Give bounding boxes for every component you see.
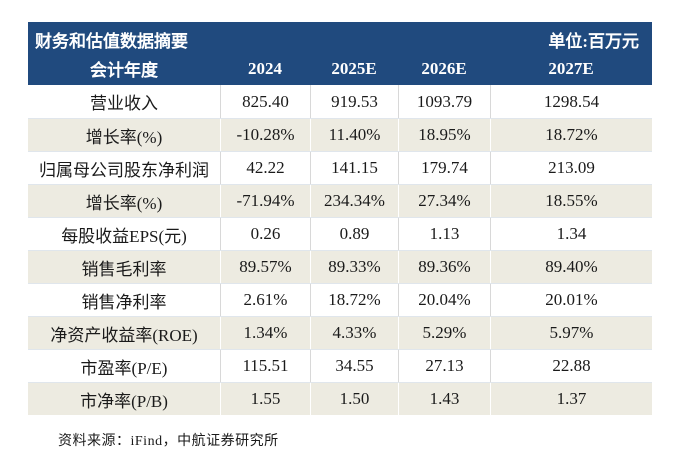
cell-value: 234.34% <box>310 185 398 217</box>
cell-value: 1.34 <box>490 218 652 250</box>
cell-value: 1.43 <box>398 383 490 415</box>
cell-value: 34.55 <box>310 350 398 382</box>
cell-value: 179.74 <box>398 152 490 184</box>
unit-label: 单位:百万元 <box>548 31 639 51</box>
cell-value: 1.37 <box>490 383 652 415</box>
row-label: 增长率(%) <box>85 193 163 213</box>
cell-value: 89.40% <box>490 251 652 283</box>
table-row-net-margin: 销售净利率 2.61% 18.72% 20.04% 20.01% <box>28 283 652 316</box>
cell-value: 1093.79 <box>398 85 490 118</box>
cell-value: 1.50 <box>310 383 398 415</box>
table-row-roe: 净资产收益率(ROE) 1.34% 4.33% 5.29% 5.97% <box>28 316 652 349</box>
cell-value: 27.13 <box>398 350 490 382</box>
row-label: 市净率(P/B) <box>80 391 168 411</box>
table-row-eps: 每股收益EPS(元) 0.26 0.89 1.13 1.34 <box>28 217 652 250</box>
table-column-headers: 会计年度 2024 2025E 2026E 2027E <box>28 54 652 85</box>
cell-value: -10.28% <box>220 119 310 151</box>
table-title-row: 财务和估值数据摘要 单位:百万元 <box>28 22 652 54</box>
table-row-revenue: 营业收入 825.40 919.53 1093.79 1298.54 <box>28 85 652 118</box>
cell-value: 1.34% <box>220 317 310 349</box>
column-header-2024: 2024 <box>248 58 282 78</box>
table-row-profit-growth: 增长率(%) -71.94% 234.34% 27.34% 18.55% <box>28 184 652 217</box>
cell-value: 89.33% <box>310 251 398 283</box>
cell-value: 89.36% <box>398 251 490 283</box>
cell-value: 0.89 <box>310 218 398 250</box>
cell-value: 18.72% <box>310 284 398 316</box>
table-row-pb: 市净率(P/B) 1.55 1.50 1.43 1.37 <box>28 382 652 415</box>
cell-value: 1.55 <box>220 383 310 415</box>
column-header-2025e: 2025E <box>331 58 377 78</box>
row-label: 销售净利率 <box>81 292 167 312</box>
table-header: 财务和估值数据摘要 单位:百万元 会计年度 2024 2025E 2026E 2… <box>28 22 652 85</box>
cell-value: 22.88 <box>490 350 652 382</box>
cell-value: 2.61% <box>220 284 310 316</box>
cell-value: 42.22 <box>220 152 310 184</box>
row-label: 每股收益EPS(元) <box>61 226 187 246</box>
cell-value: 18.95% <box>398 119 490 151</box>
table-row-revenue-growth: 增长率(%) -10.28% 11.40% 18.95% 18.72% <box>28 118 652 151</box>
table-title: 财务和估值数据摘要 <box>35 31 188 51</box>
cell-value: 115.51 <box>220 350 310 382</box>
table-row-net-profit: 归属母公司股东净利润 42.22 141.15 179.74 213.09 <box>28 151 652 184</box>
row-label: 市盈率(P/E) <box>80 358 168 378</box>
row-label: 销售毛利率 <box>81 259 167 279</box>
cell-value: 919.53 <box>310 85 398 118</box>
cell-value: 4.33% <box>310 317 398 349</box>
cell-value: 89.57% <box>220 251 310 283</box>
source-note: 资料来源：iFind，中航证券研究所 <box>58 434 279 449</box>
cell-value: 0.26 <box>220 218 310 250</box>
cell-value: 141.15 <box>310 152 398 184</box>
row-label: 营业收入 <box>90 94 158 113</box>
cell-value: 20.04% <box>398 284 490 316</box>
cell-value: 20.01% <box>490 284 652 316</box>
column-header-2027e: 2027E <box>548 58 594 78</box>
cell-value: 5.29% <box>398 317 490 349</box>
cell-value: 1.13 <box>398 218 490 250</box>
column-header-fiscal-year: 会计年度 <box>90 61 158 80</box>
row-label: 归属母公司股东净利润 <box>39 160 209 180</box>
cell-value: 5.97% <box>490 317 652 349</box>
cell-value: 27.34% <box>398 185 490 217</box>
cell-value: -71.94% <box>220 185 310 217</box>
column-header-2026e: 2026E <box>421 58 467 78</box>
table-body: 营业收入 825.40 919.53 1093.79 1298.54 增长率(%… <box>28 85 652 415</box>
financial-summary-table: 财务和估值数据摘要 单位:百万元 会计年度 2024 2025E 2026E 2… <box>28 22 652 415</box>
cell-value: 11.40% <box>310 119 398 151</box>
cell-value: 1298.54 <box>490 85 652 118</box>
cell-value: 18.72% <box>490 119 652 151</box>
table-row-gross-margin: 销售毛利率 89.57% 89.33% 89.36% 89.40% <box>28 250 652 283</box>
row-label: 增长率(%) <box>85 127 163 147</box>
cell-value: 18.55% <box>490 185 652 217</box>
table-row-pe: 市盈率(P/E) 115.51 34.55 27.13 22.88 <box>28 349 652 382</box>
cell-value: 213.09 <box>490 152 652 184</box>
row-label: 净资产收益率(ROE) <box>50 325 198 345</box>
cell-value: 825.40 <box>220 85 310 118</box>
